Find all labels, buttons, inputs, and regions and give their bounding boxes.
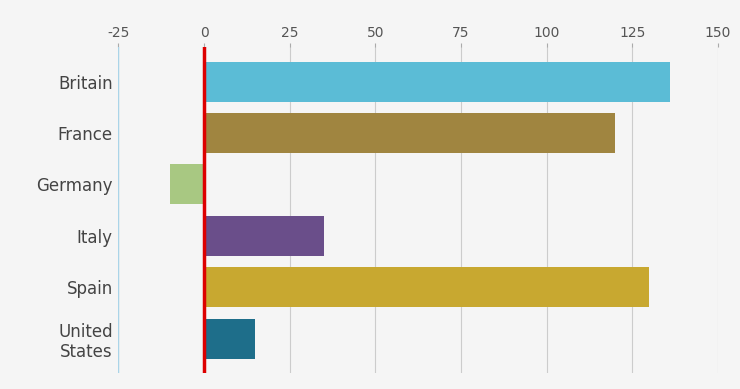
Bar bbox=[204, 61, 670, 102]
Bar bbox=[204, 319, 255, 359]
Bar bbox=[169, 164, 204, 204]
Bar bbox=[204, 267, 649, 307]
Bar bbox=[204, 113, 615, 153]
Bar bbox=[204, 216, 324, 256]
